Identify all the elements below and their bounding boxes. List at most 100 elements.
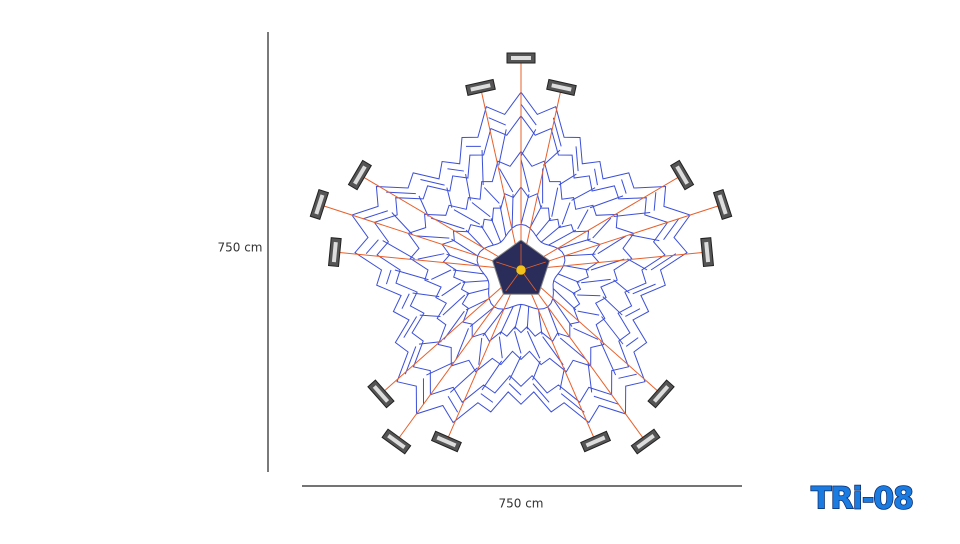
net-connector xyxy=(453,270,484,274)
net-connector xyxy=(500,205,506,236)
net-connector xyxy=(590,196,623,208)
net-connector xyxy=(562,203,570,225)
anchor xyxy=(701,238,714,267)
net-connector xyxy=(521,129,536,156)
net-connector xyxy=(383,241,415,259)
net-connector xyxy=(466,289,488,295)
net-connector xyxy=(564,266,589,270)
net-connector xyxy=(515,331,521,353)
anchor-slot xyxy=(511,56,531,60)
rope xyxy=(321,205,500,263)
net-connector xyxy=(629,235,659,241)
net-connector xyxy=(413,293,440,297)
net-connector xyxy=(491,218,501,242)
net-connector xyxy=(560,368,565,390)
net-connector xyxy=(654,192,656,211)
net-connector xyxy=(521,159,529,192)
net-connector xyxy=(463,281,489,283)
rope xyxy=(481,89,516,248)
net-connector xyxy=(603,297,622,315)
width-label: 750 cm xyxy=(498,497,543,511)
anchor xyxy=(329,238,342,267)
net-connector xyxy=(454,210,480,225)
net-connector xyxy=(527,331,539,358)
net-connector xyxy=(622,179,627,193)
net-connector xyxy=(521,194,529,224)
net-connector xyxy=(552,188,558,217)
net-connector xyxy=(448,396,458,412)
net-connector xyxy=(481,394,493,403)
net-connector xyxy=(447,254,479,265)
logo: TRi-08 xyxy=(811,482,913,517)
net-connector xyxy=(572,188,596,201)
anchor xyxy=(581,431,611,451)
net-connector xyxy=(482,361,502,390)
net-connector xyxy=(366,240,378,254)
net-connector xyxy=(447,169,463,171)
anchor xyxy=(348,160,371,189)
net-connector xyxy=(548,307,559,336)
rope xyxy=(526,89,561,248)
net-connector xyxy=(443,295,465,315)
net-connector xyxy=(442,283,461,296)
anchor xyxy=(310,190,328,220)
net-connector xyxy=(578,210,588,229)
anchor xyxy=(507,53,535,63)
height-label: 750 cm xyxy=(217,241,262,255)
anchor xyxy=(547,80,577,96)
net-connector xyxy=(626,338,638,347)
net-connector xyxy=(576,146,578,171)
net-connector xyxy=(420,179,444,185)
net-connector xyxy=(530,205,542,228)
net-connector xyxy=(499,129,506,165)
net-connector xyxy=(598,236,626,254)
net-connector xyxy=(619,374,637,378)
anchor xyxy=(671,160,694,189)
rope-net xyxy=(310,53,731,454)
net-connector xyxy=(420,315,441,316)
net-connector xyxy=(509,356,521,380)
net-connector xyxy=(536,218,551,236)
net-connector xyxy=(574,328,599,339)
rope xyxy=(447,290,512,439)
net-connector xyxy=(627,259,647,270)
net-connector xyxy=(512,194,513,228)
net-connector xyxy=(577,295,600,296)
net-connector xyxy=(472,203,490,217)
net-connector xyxy=(527,306,528,329)
net-connector xyxy=(418,254,444,259)
anchor xyxy=(368,380,394,408)
net-connector xyxy=(595,169,598,185)
net-connector xyxy=(456,328,468,359)
net-connector xyxy=(509,384,521,396)
net-connector xyxy=(558,239,590,249)
net-connector xyxy=(431,270,451,279)
net-connector xyxy=(559,174,577,185)
anchor xyxy=(432,431,462,451)
net-connector xyxy=(484,188,499,204)
net-connector xyxy=(578,311,599,315)
net-connector xyxy=(402,294,409,309)
net-connector xyxy=(499,337,502,359)
hub-center xyxy=(516,265,526,275)
net-connector xyxy=(481,226,493,245)
net-connector xyxy=(553,289,576,310)
net-connector xyxy=(594,396,619,404)
net-connector xyxy=(363,211,388,219)
net-connector xyxy=(489,118,506,125)
net-connector xyxy=(633,284,656,294)
net-connector xyxy=(533,361,541,380)
net-connector xyxy=(581,279,611,282)
net-connector xyxy=(395,270,429,280)
net-connector xyxy=(625,309,640,317)
anchor xyxy=(714,190,732,220)
net-connector xyxy=(602,317,623,345)
anchor xyxy=(631,429,660,454)
net-connector xyxy=(521,104,536,125)
net-connector xyxy=(593,218,611,238)
net-connector xyxy=(515,304,521,329)
net-connector xyxy=(613,280,629,293)
anchor xyxy=(382,429,411,454)
